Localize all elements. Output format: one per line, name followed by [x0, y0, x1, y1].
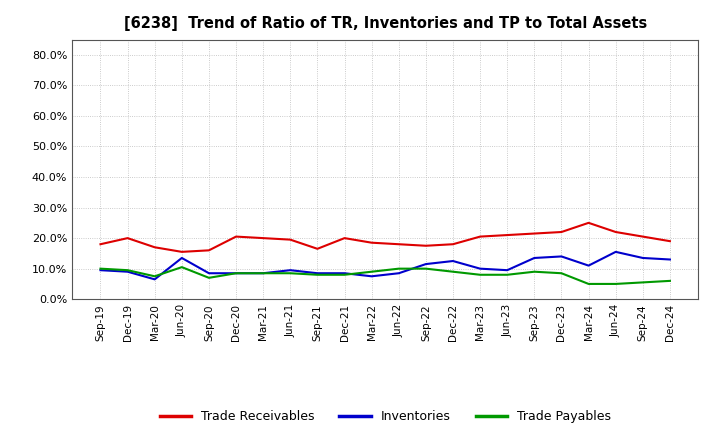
Inventories — [476, 266, 485, 271]
Inventories — [557, 254, 566, 259]
Trade Payables — [259, 271, 268, 276]
Trade Receivables — [150, 245, 159, 250]
Trade Receivables — [123, 235, 132, 241]
Trade Receivables — [611, 229, 620, 235]
Inventories — [584, 263, 593, 268]
Trade Payables — [503, 272, 511, 277]
Trade Receivables — [259, 235, 268, 241]
Trade Receivables — [530, 231, 539, 236]
Trade Receivables — [286, 237, 294, 242]
Trade Receivables — [584, 220, 593, 225]
Trade Receivables — [367, 240, 376, 246]
Inventories — [530, 255, 539, 260]
Line: Inventories: Inventories — [101, 252, 670, 279]
Trade Receivables — [557, 229, 566, 235]
Trade Receivables — [503, 232, 511, 238]
Inventories — [503, 268, 511, 273]
Inventories — [178, 255, 186, 260]
Inventories — [367, 274, 376, 279]
Trade Payables — [204, 275, 213, 280]
Trade Payables — [421, 266, 430, 271]
Trade Payables — [584, 281, 593, 286]
Trade Payables — [313, 272, 322, 277]
Inventories — [665, 257, 674, 262]
Line: Trade Payables: Trade Payables — [101, 267, 670, 284]
Trade Receivables — [204, 248, 213, 253]
Trade Receivables — [232, 234, 240, 239]
Legend: Trade Receivables, Inventories, Trade Payables: Trade Receivables, Inventories, Trade Pa… — [155, 405, 616, 428]
Trade Payables — [639, 280, 647, 285]
Trade Receivables — [476, 234, 485, 239]
Trade Receivables — [96, 242, 105, 247]
Trade Payables — [286, 271, 294, 276]
Trade Receivables — [665, 238, 674, 244]
Inventories — [421, 261, 430, 267]
Line: Trade Receivables: Trade Receivables — [101, 223, 670, 252]
Trade Payables — [449, 269, 457, 275]
Trade Payables — [476, 272, 485, 277]
Trade Receivables — [341, 235, 349, 241]
Trade Payables — [665, 278, 674, 283]
Trade Payables — [367, 269, 376, 275]
Trade Receivables — [395, 242, 403, 247]
Inventories — [449, 258, 457, 264]
Trade Receivables — [313, 246, 322, 251]
Trade Receivables — [449, 242, 457, 247]
Trade Payables — [395, 266, 403, 271]
Trade Payables — [530, 269, 539, 275]
Inventories — [232, 271, 240, 276]
Inventories — [150, 277, 159, 282]
Title: [6238]  Trend of Ratio of TR, Inventories and TP to Total Assets: [6238] Trend of Ratio of TR, Inventories… — [124, 16, 647, 32]
Trade Payables — [611, 281, 620, 286]
Inventories — [611, 249, 620, 254]
Inventories — [259, 271, 268, 276]
Inventories — [341, 271, 349, 276]
Inventories — [286, 268, 294, 273]
Trade Receivables — [639, 234, 647, 239]
Trade Payables — [96, 266, 105, 271]
Trade Payables — [178, 264, 186, 270]
Trade Payables — [150, 274, 159, 279]
Inventories — [204, 271, 213, 276]
Inventories — [96, 268, 105, 273]
Trade Receivables — [178, 249, 186, 254]
Trade Payables — [123, 268, 132, 273]
Trade Payables — [232, 271, 240, 276]
Inventories — [313, 271, 322, 276]
Inventories — [123, 269, 132, 275]
Trade Payables — [341, 272, 349, 277]
Trade Payables — [557, 271, 566, 276]
Inventories — [639, 255, 647, 260]
Trade Receivables — [421, 243, 430, 249]
Inventories — [395, 271, 403, 276]
